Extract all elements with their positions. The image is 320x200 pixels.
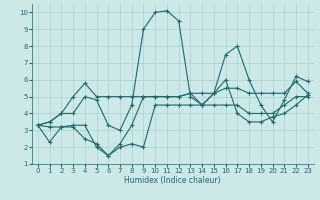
X-axis label: Humidex (Indice chaleur): Humidex (Indice chaleur): [124, 176, 221, 185]
